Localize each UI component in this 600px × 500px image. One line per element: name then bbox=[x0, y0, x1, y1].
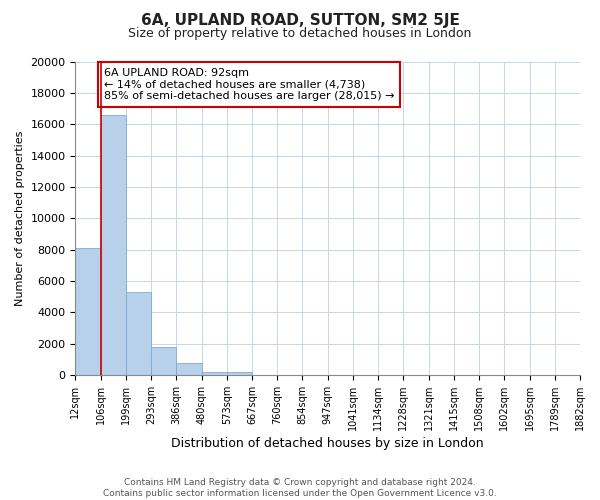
Bar bbox=[176, 363, 202, 375]
Text: 6A, UPLAND ROAD, SUTTON, SM2 5JE: 6A, UPLAND ROAD, SUTTON, SM2 5JE bbox=[140, 12, 460, 28]
X-axis label: Distribution of detached houses by size in London: Distribution of detached houses by size … bbox=[172, 437, 484, 450]
Text: Size of property relative to detached houses in London: Size of property relative to detached ho… bbox=[128, 28, 472, 40]
Bar bbox=[76, 248, 101, 375]
Y-axis label: Number of detached properties: Number of detached properties bbox=[15, 130, 25, 306]
Bar bbox=[151, 346, 176, 375]
Bar bbox=[202, 372, 227, 375]
Bar bbox=[101, 115, 126, 375]
Text: Contains HM Land Registry data © Crown copyright and database right 2024.
Contai: Contains HM Land Registry data © Crown c… bbox=[103, 478, 497, 498]
Bar bbox=[227, 372, 252, 375]
Bar bbox=[126, 292, 151, 375]
Text: 6A UPLAND ROAD: 92sqm
← 14% of detached houses are smaller (4,738)
85% of semi-d: 6A UPLAND ROAD: 92sqm ← 14% of detached … bbox=[104, 68, 394, 101]
